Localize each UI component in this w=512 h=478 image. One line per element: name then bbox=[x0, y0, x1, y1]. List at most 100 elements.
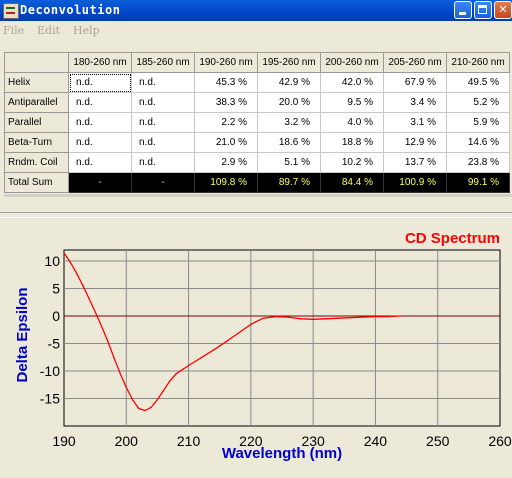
table-cell[interactable]: 21.0 % bbox=[194, 132, 258, 153]
data-point bbox=[250, 323, 252, 325]
table-cell[interactable]: 67.9 % bbox=[383, 72, 447, 93]
data-point bbox=[82, 284, 84, 286]
data-point bbox=[399, 315, 401, 317]
minimize-button[interactable] bbox=[454, 1, 472, 19]
table-cell[interactable]: 42.0 % bbox=[320, 72, 384, 93]
table-cell[interactable]: n.d. bbox=[68, 132, 132, 153]
row-header[interactable]: Total Sum bbox=[4, 172, 69, 193]
row-header[interactable]: Antiparallel bbox=[4, 92, 69, 113]
row-header[interactable]: Helix bbox=[4, 72, 69, 93]
data-point bbox=[312, 318, 314, 320]
chart-svg: 190 200 210 220 230 240 250 260 10 5 0 -5 -10 -15 CD S… bbox=[0, 218, 512, 474]
row-header[interactable]: Parallel bbox=[4, 112, 69, 133]
table-cell[interactable]: 100.9 % bbox=[383, 172, 447, 193]
table-cell[interactable]: - bbox=[68, 172, 132, 193]
table-cell[interactable]: n.d. bbox=[131, 132, 195, 153]
table-cell[interactable]: 49.5 % bbox=[446, 72, 510, 93]
app-icon[interactable] bbox=[3, 3, 19, 19]
cd-spectrum-chart: 190 200 210 220 230 240 250 260 10 5 0 -5 -10 -15 CD S… bbox=[0, 218, 512, 474]
column-header[interactable]: 210-260 nm bbox=[446, 52, 510, 73]
table-cell[interactable]: n.d. bbox=[131, 152, 195, 173]
table-cell[interactable]: 109.8 % bbox=[194, 172, 258, 193]
table-cell[interactable]: n.d. bbox=[131, 112, 195, 133]
row-header[interactable]: Rndm. Coil bbox=[4, 152, 69, 173]
table-cell[interactable]: 20.0 % bbox=[257, 92, 321, 113]
menu-bar: File Edit Help bbox=[0, 21, 512, 41]
results-table-panel: 180-260 nm 185-260 nm 190-260 nm 195-260… bbox=[0, 41, 512, 207]
horizontal-scrollbar[interactable] bbox=[4, 194, 512, 197]
table-row: Rndm. Coil n.d. n.d. 2.9 % 5.1 % 10.2 % … bbox=[4, 152, 510, 173]
chart-title: CD Spectrum bbox=[405, 230, 500, 247]
table-cell[interactable]: 3.4 % bbox=[383, 92, 447, 113]
table-header-row: 180-260 nm 185-260 nm 190-260 nm 195-260… bbox=[4, 52, 510, 73]
title-bar[interactable]: Deconvolution ✕ bbox=[0, 0, 512, 21]
table-cell[interactable]: 5.9 % bbox=[446, 112, 510, 133]
data-point bbox=[187, 364, 190, 367]
table-cell[interactable]: 3.2 % bbox=[257, 112, 321, 133]
table-cell[interactable]: 12.9 % bbox=[383, 132, 447, 153]
table-cell[interactable]: 99.1 % bbox=[446, 172, 510, 193]
table-row: Parallel n.d. n.d. 2.2 % 3.2 % 4.0 % 3.1… bbox=[4, 112, 510, 133]
table-cell[interactable]: 18.8 % bbox=[320, 132, 384, 153]
table-cell[interactable]: 2.9 % bbox=[194, 152, 258, 173]
table-cell[interactable]: 89.7 % bbox=[257, 172, 321, 193]
table-cell[interactable]: 18.6 % bbox=[257, 132, 321, 153]
menu-edit[interactable]: Edit bbox=[37, 24, 61, 37]
table-row: Antiparallel n.d. n.d. 38.3 % 20.0 % 9.5… bbox=[4, 92, 510, 113]
close-button[interactable]: ✕ bbox=[494, 1, 512, 19]
data-point bbox=[69, 261, 71, 263]
menu-help[interactable]: Help bbox=[73, 24, 100, 37]
table-cell[interactable]: 84.4 % bbox=[320, 172, 384, 193]
table-cell[interactable]: 10.2 % bbox=[320, 152, 384, 173]
data-point bbox=[156, 399, 159, 401]
table-cell[interactable]: 4.0 % bbox=[320, 112, 384, 133]
table-cell[interactable]: n.d. bbox=[68, 112, 132, 133]
data-point bbox=[349, 317, 352, 319]
y-tick-label: -5 bbox=[48, 336, 61, 352]
table-cell[interactable]: 45.3 % bbox=[194, 72, 258, 93]
table-cell[interactable]: 3.1 % bbox=[383, 112, 447, 133]
table-cell[interactable]: n.d. bbox=[131, 72, 195, 93]
x-tick-label: 240 bbox=[364, 433, 388, 449]
table-cell[interactable]: n.d. bbox=[68, 152, 132, 173]
table-cell[interactable]: 2.2 % bbox=[194, 112, 258, 133]
column-header[interactable]: 200-260 nm bbox=[320, 52, 384, 73]
x-axis-label: Wavelength (nm) bbox=[222, 445, 342, 462]
column-header[interactable]: 190-260 nm bbox=[194, 52, 258, 73]
table-cell[interactable]: 38.3 % bbox=[194, 92, 258, 113]
table-cell[interactable]: 13.7 % bbox=[383, 152, 447, 173]
minimize-icon bbox=[459, 12, 466, 15]
table-cell[interactable]: n.d. bbox=[68, 72, 132, 93]
column-header[interactable]: 205-260 nm bbox=[383, 52, 447, 73]
table-cell[interactable]: 42.9 % bbox=[257, 72, 321, 93]
table-cell[interactable]: 14.6 % bbox=[446, 132, 510, 153]
maximize-button[interactable] bbox=[474, 1, 492, 19]
table-cell[interactable]: 9.5 % bbox=[320, 92, 384, 113]
column-header[interactable]: 185-260 nm bbox=[131, 52, 195, 73]
menu-file[interactable]: File bbox=[3, 24, 25, 37]
y-axis-label: Delta Epsilon bbox=[14, 287, 31, 382]
data-point bbox=[275, 315, 277, 318]
maximize-icon bbox=[478, 5, 487, 14]
data-point bbox=[237, 332, 239, 334]
data-point bbox=[88, 297, 90, 299]
table-row: Beta-Turn n.d. n.d. 21.0 % 18.6 % 18.8 %… bbox=[4, 132, 510, 153]
x-tick-label: 210 bbox=[177, 433, 201, 449]
column-header[interactable]: 180-260 nm bbox=[68, 52, 132, 73]
table-cell[interactable]: - bbox=[131, 172, 195, 193]
data-point bbox=[169, 380, 171, 382]
data-point bbox=[144, 410, 146, 412]
row-header[interactable]: Beta-Turn bbox=[4, 132, 69, 153]
y-tick-label: 0 bbox=[52, 308, 60, 324]
table-cell[interactable]: n.d. bbox=[68, 92, 132, 113]
data-point bbox=[225, 341, 227, 343]
table-cell[interactable]: 5.1 % bbox=[257, 152, 321, 173]
data-point bbox=[374, 315, 377, 318]
pane-splitter[interactable] bbox=[0, 212, 512, 218]
table-cell[interactable]: 5.2 % bbox=[446, 92, 510, 113]
table-cell[interactable]: n.d. bbox=[131, 92, 195, 113]
y-tick-label: -10 bbox=[40, 363, 60, 379]
data-point bbox=[287, 316, 289, 318]
table-cell[interactable]: 23.8 % bbox=[446, 152, 510, 173]
column-header[interactable]: 195-260 nm bbox=[257, 52, 321, 73]
